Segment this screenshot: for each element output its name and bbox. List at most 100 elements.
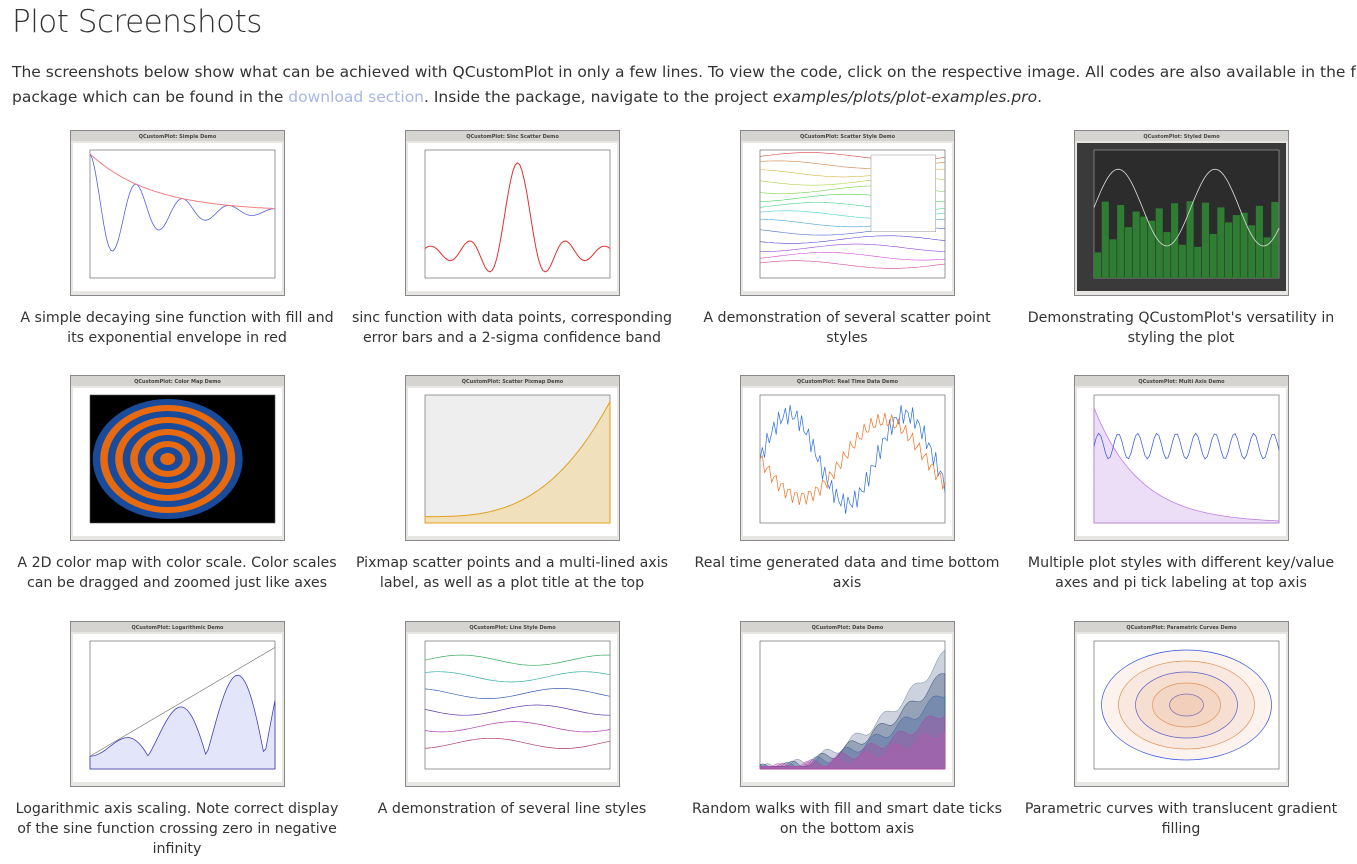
bar xyxy=(1247,225,1255,278)
bar xyxy=(1224,222,1232,278)
legend-box xyxy=(870,154,936,233)
plot-curve xyxy=(89,647,275,757)
screenshot-thumbnail[interactable]: QCustomPlot: Scatter Style Demo xyxy=(739,130,955,296)
screenshot-thumbnail[interactable]: QCustomPlot: Date Demo xyxy=(739,621,955,787)
intro-part: . Inside the package, navigate to the pr… xyxy=(424,88,773,106)
intro-part: The screenshots below show what can be a… xyxy=(12,63,1357,106)
bar xyxy=(1101,201,1109,278)
screenshot-caption: Parametric curves with translucent gradi… xyxy=(1024,801,1338,837)
screenshot-card: QCustomPlot: Real Time Data Demo Real tim… xyxy=(682,375,1012,593)
bar xyxy=(1270,201,1278,278)
param-curve xyxy=(1117,660,1255,750)
plot-curve xyxy=(424,688,610,699)
plot-curve xyxy=(759,243,945,253)
window-title: QCustomPlot: Scatter Style Demo xyxy=(799,134,895,140)
bar xyxy=(1139,216,1147,278)
bar xyxy=(1255,205,1263,278)
screenshot-card: QCustomPlot: Scatter Pixmap Demo Pixmap s… xyxy=(347,375,677,593)
screenshot-caption: A simple decaying sine function with fil… xyxy=(20,310,334,346)
bar xyxy=(1155,208,1163,278)
plot-curve xyxy=(424,671,610,683)
plot-curve xyxy=(424,162,610,273)
bar xyxy=(1108,239,1117,278)
screenshot-thumbnail[interactable]: QCustomPlot: Styled Demo xyxy=(1073,130,1289,296)
intro-part: . xyxy=(1037,88,1043,106)
screenshot-card: QCustomPlot: Simple Demo A simple decayin… xyxy=(12,130,342,348)
screenshot-caption: A 2D color map with color scale. Color s… xyxy=(17,555,337,591)
plot-curve xyxy=(1093,407,1279,524)
screenshot-caption: A demonstration of several line styles xyxy=(377,801,647,817)
plot-curve xyxy=(759,673,945,770)
screenshot-caption: Demonstrating QCustomPlot's versatility … xyxy=(1027,310,1335,346)
plot-area xyxy=(424,149,610,279)
screenshot-card: QCustomPlot: Parametric Curves Demo Param… xyxy=(1016,621,1346,839)
plot-curve xyxy=(759,405,945,514)
plot-area xyxy=(424,640,610,770)
plot-curve xyxy=(759,235,945,244)
window-titlebar xyxy=(70,376,284,386)
plot-area xyxy=(89,640,275,770)
window-titlebar xyxy=(740,622,954,632)
window-title: QCustomPlot: Styled Demo xyxy=(1143,134,1220,140)
screenshot-caption: Random walks with fill and smart date ti… xyxy=(692,801,1002,837)
window-titlebar xyxy=(740,376,954,386)
screenshot-card: QCustomPlot: Styled Demo Demonstrating QC… xyxy=(1016,130,1346,348)
plot-curve xyxy=(1093,168,1279,247)
window-title: QCustomPlot: Color Map Demo xyxy=(134,379,221,385)
screenshot-thumbnail[interactable]: QCustomPlot: Real Time Data Demo xyxy=(739,375,955,541)
project-path: examples/plots/plot-examples.pro xyxy=(772,88,1038,106)
plot-curve xyxy=(759,252,945,261)
bar xyxy=(1147,220,1155,278)
download-link[interactable]: download section xyxy=(288,88,424,106)
screenshot-card: QCustomPlot: Multi Axis Demo Multiple plo… xyxy=(1016,375,1346,593)
screenshot-card: QCustomPlot: Line Style Demo A demonstrat… xyxy=(347,621,677,819)
plot-area xyxy=(759,640,945,770)
screenshot-caption: Pixmap scatter points and a multi-lined … xyxy=(355,555,669,591)
screenshot-thumbnail[interactable]: QCustomPlot: Multi Axis Demo xyxy=(1073,375,1289,541)
window-title: QCustomPlot: Real Time Data Demo xyxy=(796,379,898,385)
screenshot-thumbnail[interactable]: QCustomPlot: Logarithmic Demo xyxy=(69,621,285,787)
plot-curve xyxy=(424,704,610,716)
screenshot-thumbnail[interactable]: QCustomPlot: Parametric Curves Demo xyxy=(1073,621,1289,787)
screenshot-card: QCustomPlot: Date Demo Random walks with … xyxy=(682,621,1012,839)
plot-curve xyxy=(89,153,275,210)
window-title: QCustomPlot: Parametric Curves Demo xyxy=(1126,625,1237,631)
plot-curve xyxy=(424,401,610,524)
bar xyxy=(1124,227,1132,278)
plot-area xyxy=(759,394,945,524)
window-title: QCustomPlot: Line Style Demo xyxy=(469,625,556,631)
screenshot-thumbnail[interactable]: QCustomPlot: Line Style Demo xyxy=(404,621,620,787)
screenshot-caption: sinc function with data points, correspo… xyxy=(351,310,673,346)
window-title: QCustomPlot: Date Demo xyxy=(811,625,883,631)
plot-curve xyxy=(1093,432,1279,460)
window-titlebar xyxy=(1074,376,1288,386)
screenshot-caption: A demonstration of several scatter point… xyxy=(703,310,991,346)
window-titlebar xyxy=(405,376,619,386)
window-titlebar xyxy=(740,131,954,141)
param-curve xyxy=(1100,649,1272,761)
plot-curve xyxy=(759,649,945,770)
plot-area xyxy=(89,149,275,279)
intro-text: The screenshots below show what can be a… xyxy=(12,60,1357,110)
param-curve xyxy=(1134,671,1238,739)
plot-curve xyxy=(759,412,945,505)
screenshot-thumbnail[interactable]: QCustomPlot: Simple Demo xyxy=(69,130,285,296)
plot-area xyxy=(1093,640,1279,770)
window-title: QCustomPlot: Sinc Scatter Demo xyxy=(466,134,559,140)
bar xyxy=(1186,201,1194,278)
screenshot-thumbnail[interactable]: QCustomPlot: Color Map Demo xyxy=(69,375,285,541)
window-title: QCustomPlot: Scatter Pixmap Demo xyxy=(461,379,563,385)
bar xyxy=(1132,211,1140,278)
color-ring xyxy=(159,453,175,465)
screenshot-thumbnail[interactable]: QCustomPlot: Sinc Scatter Demo xyxy=(404,130,620,296)
bar xyxy=(1162,232,1170,278)
window-titlebar xyxy=(405,131,619,141)
bar xyxy=(1263,237,1271,278)
screenshot-card: QCustomPlot: Scatter Style Demo A demonst… xyxy=(682,130,1012,348)
screenshot-card: QCustomPlot: Sinc Scatter Demo sinc funct… xyxy=(347,130,677,348)
screenshot-thumbnail[interactable]: QCustomPlot: Scatter Pixmap Demo xyxy=(404,375,620,541)
window-titlebar xyxy=(1074,622,1288,632)
window-titlebar xyxy=(70,622,284,632)
bar xyxy=(1116,204,1124,278)
